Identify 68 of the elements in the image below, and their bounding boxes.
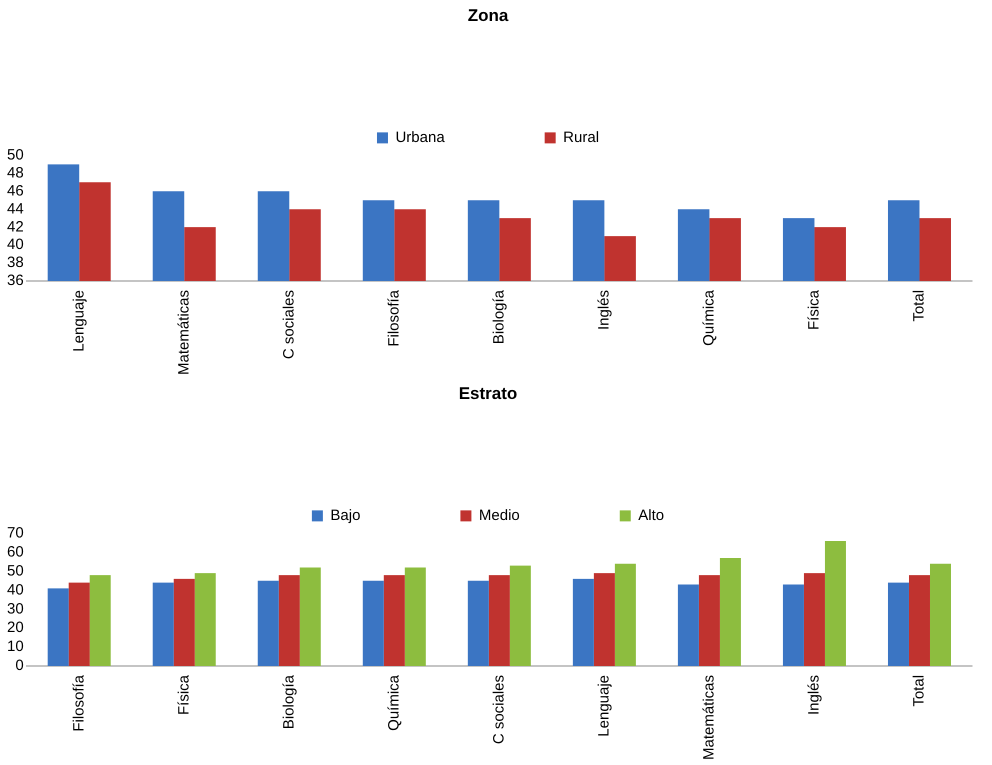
y-tick-label: 36	[6, 272, 24, 290]
chart-title: Estrato	[458, 384, 518, 403]
x-tick-label: Biología	[490, 289, 508, 344]
bar	[510, 566, 531, 666]
bar	[300, 567, 321, 666]
bar	[908, 575, 930, 666]
y-tick-label: 50	[6, 146, 24, 164]
x-tick-label: Inglés	[806, 674, 823, 716]
bar	[594, 573, 615, 666]
bar	[930, 564, 951, 666]
y-tick-label: 44	[6, 200, 24, 218]
y-tick-label: 30	[6, 600, 24, 618]
bar	[362, 580, 384, 666]
x-tick-label: Filosofía	[385, 289, 402, 347]
x-tick-label: Lenguaje	[70, 290, 88, 352]
legend-label: Alto	[638, 507, 664, 524]
y-tick-label: 70	[6, 524, 24, 542]
legend-label: Rural	[563, 129, 600, 146]
bar	[404, 567, 426, 666]
y-tick-label: 40	[6, 581, 24, 598]
legend-label: Urbana	[395, 129, 446, 146]
y-tick-label: 20	[6, 619, 24, 636]
bar	[824, 540, 846, 666]
bar	[804, 573, 825, 666]
bar	[614, 564, 636, 666]
bar	[152, 582, 174, 666]
x-tick-label: Inglés	[596, 290, 613, 330]
y-tick-label: 60	[6, 543, 24, 560]
bar	[888, 582, 909, 666]
y-tick-label: 50	[6, 562, 24, 580]
x-tick-label: Total	[910, 290, 928, 322]
x-tick-label: Matemáticas	[175, 290, 192, 376]
bar	[698, 575, 720, 666]
y-tick-label: 46	[6, 182, 24, 200]
bar	[384, 575, 405, 666]
y-tick-label: 42	[6, 218, 24, 236]
x-tick-label: C sociales	[490, 674, 508, 744]
x-tick-label: Total	[910, 674, 928, 707]
bar	[278, 575, 300, 666]
x-tick-label: Lenguaje	[596, 674, 613, 737]
bar	[174, 578, 195, 666]
x-tick-label: Filosofía	[70, 674, 88, 732]
y-tick-label: 38	[6, 254, 24, 272]
x-tick-label: Matemáticas	[700, 674, 718, 760]
y-tick-label: 10	[6, 638, 24, 656]
x-tick-label: Química	[700, 289, 718, 346]
bar	[258, 580, 279, 666]
y-tick-label: 40	[6, 236, 24, 254]
bar	[720, 558, 741, 666]
bar	[90, 575, 111, 666]
legend-label: Bajo	[330, 507, 360, 524]
bar	[68, 582, 90, 666]
y-tick-label: 0	[15, 657, 24, 674]
x-tick-label: Física	[175, 674, 192, 715]
bar	[678, 584, 699, 666]
bar	[782, 584, 804, 666]
bar	[468, 580, 489, 666]
chart-title: Zona	[468, 6, 509, 25]
x-tick-label: C sociales	[280, 290, 298, 360]
x-tick-label: Química	[385, 674, 402, 731]
bar	[48, 588, 69, 666]
bar	[488, 575, 510, 666]
bar	[194, 573, 216, 666]
bar	[572, 578, 594, 666]
y-tick-label: 48	[6, 164, 24, 182]
legend-label: Medio	[478, 507, 520, 524]
x-tick-label: Física	[806, 289, 823, 330]
x-tick-label: Biología	[280, 674, 298, 730]
